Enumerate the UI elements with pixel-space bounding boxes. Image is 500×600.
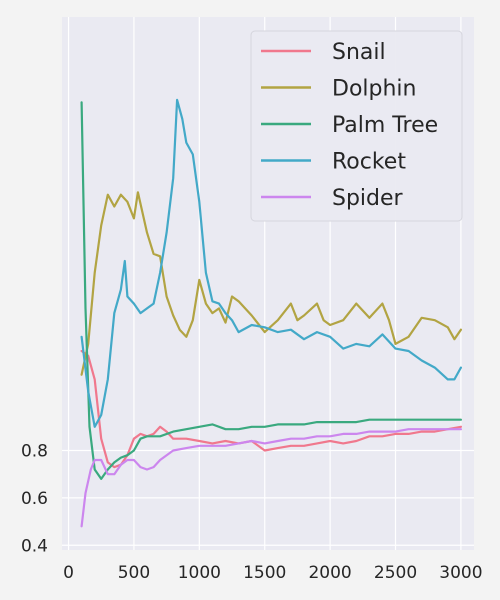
tick-labels: 0 500 1000 1500 2000 2500 3000 0.4 0.6 0.8 (21, 442, 483, 583)
x-tick-label: 3000 (439, 563, 482, 583)
y-tick-label: 0.4 (21, 536, 48, 556)
x-tick-label: 1000 (178, 563, 221, 583)
legend-label-snail: Snail (332, 40, 386, 65)
x-tick-label: 0 (63, 563, 74, 583)
legend: Snail Dolphin Palm Tree Rocket Spider (250, 30, 463, 222)
x-tick-label: 1500 (243, 563, 286, 583)
legend-label-dolphin: Dolphin (332, 77, 416, 102)
legend-label-spider: Spider (332, 186, 404, 211)
series-line-spider (80, 428, 462, 528)
series-line-rocket (80, 98, 462, 428)
series-lines (80, 98, 462, 528)
legend-label-rocket: Rocket (332, 150, 406, 175)
y-tick-label: 0.6 (21, 489, 48, 509)
legend-label-palm-tree: Palm Tree (332, 113, 438, 138)
y-tick-label: 0.8 (21, 442, 48, 462)
series-line-palm-tree (80, 101, 462, 480)
x-tick-label: 2000 (308, 563, 351, 583)
series-line-dolphin (80, 191, 462, 376)
x-tick-label: 500 (118, 563, 150, 583)
legend-box (250, 30, 463, 222)
x-tick-label: 2500 (374, 563, 417, 583)
